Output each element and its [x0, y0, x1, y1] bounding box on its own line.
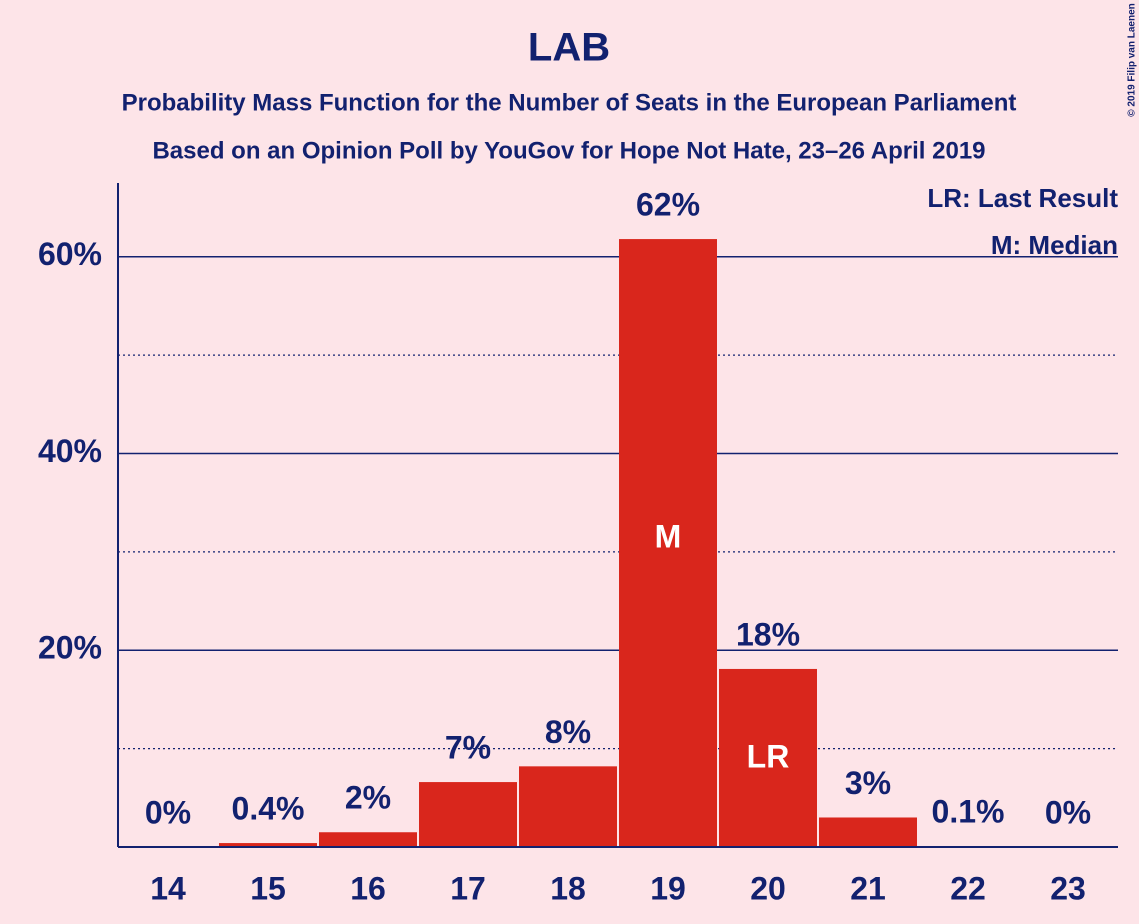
x-tick-label: 21	[850, 870, 886, 906]
credit: © 2019 Filip van Laenen	[1127, 3, 1138, 117]
legend-entry: M: Median	[991, 230, 1118, 260]
value-label: 3%	[845, 765, 891, 801]
median-marker: M	[655, 518, 682, 554]
chart-subtitle: Based on an Opinion Poll by YouGov for H…	[152, 137, 985, 164]
last-result-marker: LR	[747, 738, 790, 774]
value-label: 18%	[736, 616, 800, 652]
bar	[319, 832, 417, 847]
x-tick-label: 17	[450, 870, 486, 906]
bar	[519, 766, 617, 847]
y-tick-label: 60%	[38, 236, 102, 272]
value-label: 7%	[445, 730, 491, 766]
x-tick-label: 14	[150, 870, 186, 906]
x-tick-label: 20	[750, 870, 786, 906]
y-tick-label: 20%	[38, 630, 102, 666]
x-tick-label: 18	[550, 870, 586, 906]
value-label: 0%	[1045, 794, 1091, 830]
x-tick-label: 16	[350, 870, 386, 906]
legend-entry: LR: Last Result	[927, 183, 1118, 213]
bar	[219, 843, 317, 847]
bar	[719, 668, 817, 847]
value-label: 0.4%	[232, 791, 305, 827]
value-label: 62%	[636, 187, 700, 223]
value-label: 2%	[345, 780, 391, 816]
value-label: 8%	[545, 714, 591, 750]
y-tick-label: 40%	[38, 433, 102, 469]
x-tick-label: 23	[1050, 870, 1086, 906]
value-label: 0.1%	[932, 793, 1005, 829]
x-tick-label: 22	[950, 870, 986, 906]
x-tick-label: 15	[250, 870, 286, 906]
bar	[819, 817, 917, 847]
bar	[419, 782, 517, 847]
x-tick-label: 19	[650, 870, 686, 906]
bar	[619, 239, 717, 847]
chart-subtitle: Probability Mass Function for the Number…	[122, 89, 1017, 116]
value-label: 0%	[145, 794, 191, 830]
chart-title: LAB	[528, 26, 610, 70]
